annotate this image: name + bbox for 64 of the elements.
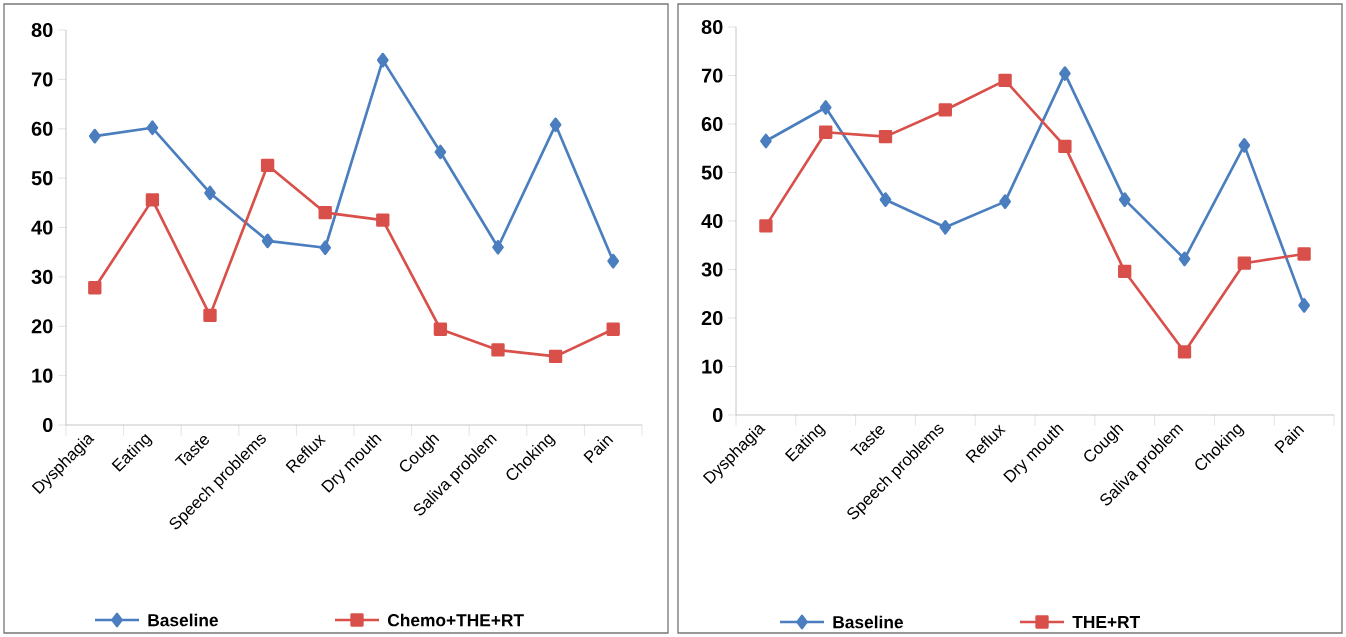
point xyxy=(819,100,832,115)
x-tick-label: Pain xyxy=(583,435,614,464)
point xyxy=(549,117,562,133)
legend-label: Baseline xyxy=(148,613,218,627)
y-tick-label: 70 xyxy=(31,72,53,87)
point xyxy=(260,158,275,172)
point xyxy=(607,253,620,269)
point xyxy=(434,144,447,160)
y-tick-label: 50 xyxy=(701,165,723,180)
point xyxy=(145,193,160,207)
point xyxy=(1059,66,1071,81)
y-tick-label: 30 xyxy=(701,262,723,277)
point xyxy=(204,185,216,201)
point xyxy=(998,73,1012,88)
y-tick-label: 20 xyxy=(31,319,53,334)
point xyxy=(492,239,504,255)
point xyxy=(878,129,893,144)
legend-label: Chemo+THE+RT xyxy=(387,613,524,627)
point xyxy=(1297,247,1311,261)
legend-label: Baseline xyxy=(833,615,903,629)
y-tick-label: 50 xyxy=(31,171,53,186)
point xyxy=(1178,251,1191,267)
y-tick-label: 60 xyxy=(701,116,723,132)
y-tick-label: 60 xyxy=(31,121,53,136)
point xyxy=(376,52,389,68)
point xyxy=(760,133,772,149)
point xyxy=(939,219,952,235)
y-tick-label: 80 xyxy=(701,19,723,35)
legend-label: THE+RT xyxy=(1072,616,1140,628)
point xyxy=(606,322,620,336)
y-tick-label: 0 xyxy=(712,407,723,423)
y-tick-label: 40 xyxy=(31,220,53,235)
point xyxy=(819,125,833,139)
point xyxy=(203,308,217,323)
point xyxy=(1238,138,1251,153)
point xyxy=(433,322,448,336)
point xyxy=(1058,139,1072,153)
point xyxy=(88,281,102,295)
y-tick-label: 10 xyxy=(702,359,723,374)
y-tick-label: 70 xyxy=(701,68,723,83)
point xyxy=(999,194,1011,209)
point xyxy=(146,120,159,136)
point xyxy=(938,103,952,117)
point xyxy=(1118,264,1132,279)
y-tick-label: 10 xyxy=(32,368,53,383)
point xyxy=(88,128,101,144)
point xyxy=(548,349,563,364)
y-tick-label: 30 xyxy=(31,269,53,284)
point xyxy=(879,192,892,208)
y-tick-label: 40 xyxy=(701,213,723,229)
point xyxy=(1237,256,1251,270)
point xyxy=(1177,345,1192,359)
point xyxy=(1298,298,1310,313)
point xyxy=(759,219,773,233)
point xyxy=(1118,192,1131,208)
point xyxy=(376,213,390,227)
x-tick-label: Pain xyxy=(1274,425,1305,454)
y-tick-label: 0 xyxy=(42,417,53,433)
point xyxy=(319,240,332,256)
y-tick-label: 80 xyxy=(31,22,53,38)
y-tick-label: 20 xyxy=(701,310,723,326)
point xyxy=(318,206,332,220)
point xyxy=(491,343,505,357)
point xyxy=(261,233,274,249)
